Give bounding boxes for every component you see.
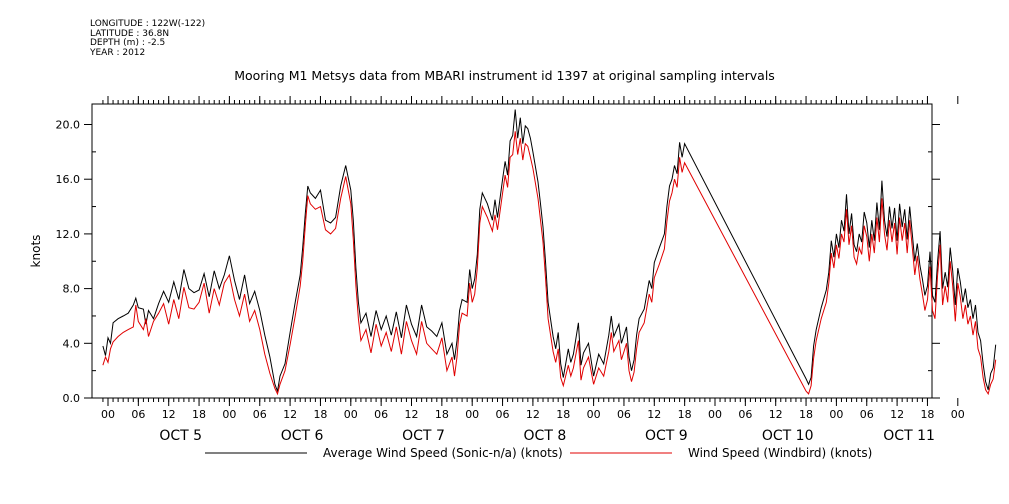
x-tick-label: 06 xyxy=(253,408,267,421)
plot-frame xyxy=(91,103,933,399)
y-axis-label: knots xyxy=(29,235,43,268)
x-tick-label: 06 xyxy=(374,408,388,421)
x-tick-label: 12 xyxy=(162,408,176,421)
x-tick-label: 12 xyxy=(769,408,783,421)
meta-depth: DEPTH (m) : -2.5 xyxy=(90,38,166,48)
x-tick-label: 00 xyxy=(951,408,965,421)
x-tick-label: 18 xyxy=(313,408,327,421)
x-tick-label: 00 xyxy=(829,408,843,421)
y-tick-label: 16.0 xyxy=(56,173,81,186)
x-tick-label: 00 xyxy=(587,408,601,421)
x-tick-label: 18 xyxy=(192,408,206,421)
x-tick-label: 18 xyxy=(678,408,692,421)
y-tick-label: 8.0 xyxy=(63,283,81,296)
x-tick-label: 00 xyxy=(344,408,358,421)
x-tick-label: 18 xyxy=(556,408,570,421)
legend-label-windbird: Wind Speed (Windbird) (knots) xyxy=(688,446,873,460)
x-tick-label: 12 xyxy=(647,408,661,421)
x-tick-label: 18 xyxy=(920,408,934,421)
y-tick-label: 20.0 xyxy=(56,119,81,132)
x-day-label: OCT 9 xyxy=(645,428,688,444)
x-tick-label: 06 xyxy=(738,408,752,421)
series-line-sonic xyxy=(102,109,997,394)
x-tick-label: 06 xyxy=(617,408,631,421)
y-tick-label: 12.0 xyxy=(56,228,81,241)
x-day-label: OCT 8 xyxy=(524,428,567,444)
y-tick-label: 4.0 xyxy=(63,337,81,350)
meta-latitude: LATITUDE : 36.8N xyxy=(90,28,170,39)
x-day-label: OCT 7 xyxy=(402,428,445,444)
x-tick-label: 18 xyxy=(435,408,449,421)
x-tick-label: 06 xyxy=(496,408,510,421)
x-day-label: OCT 5 xyxy=(159,428,202,444)
x-tick-label: 12 xyxy=(526,408,540,421)
y-tick-label: 0.0 xyxy=(63,392,81,405)
x-day-label: OCT 11 xyxy=(883,428,935,444)
series-line-windbird xyxy=(102,131,997,396)
x-tick-label: 00 xyxy=(465,408,479,421)
x-day-label: OCT 6 xyxy=(281,428,324,444)
x-tick-label: 18 xyxy=(799,408,813,421)
x-tick-label: 00 xyxy=(708,408,722,421)
meta-longitude: LONGITUDE : 122W(-122) xyxy=(90,19,206,29)
x-tick-label: 00 xyxy=(222,408,236,421)
x-tick-label: 06 xyxy=(860,408,874,421)
meta-year: YEAR : 2012 xyxy=(90,47,146,58)
metadata-block: LONGITUDE : 122W(-122) LATITUDE : 36.8N … xyxy=(90,19,206,58)
x-tick-label: 12 xyxy=(283,408,297,421)
x-tick-label: 12 xyxy=(890,408,904,421)
legend-label-sonic: Average Wind Speed (Sonic-n/a) (knots) xyxy=(323,446,563,460)
x-day-label: OCT 10 xyxy=(762,428,814,444)
x-tick-label: 00 xyxy=(101,408,115,421)
x-tick-label: 12 xyxy=(405,408,419,421)
x-tick-label: 06 xyxy=(131,408,145,421)
chart-title: Mooring M1 Metsys data from MBARI instru… xyxy=(234,68,775,83)
